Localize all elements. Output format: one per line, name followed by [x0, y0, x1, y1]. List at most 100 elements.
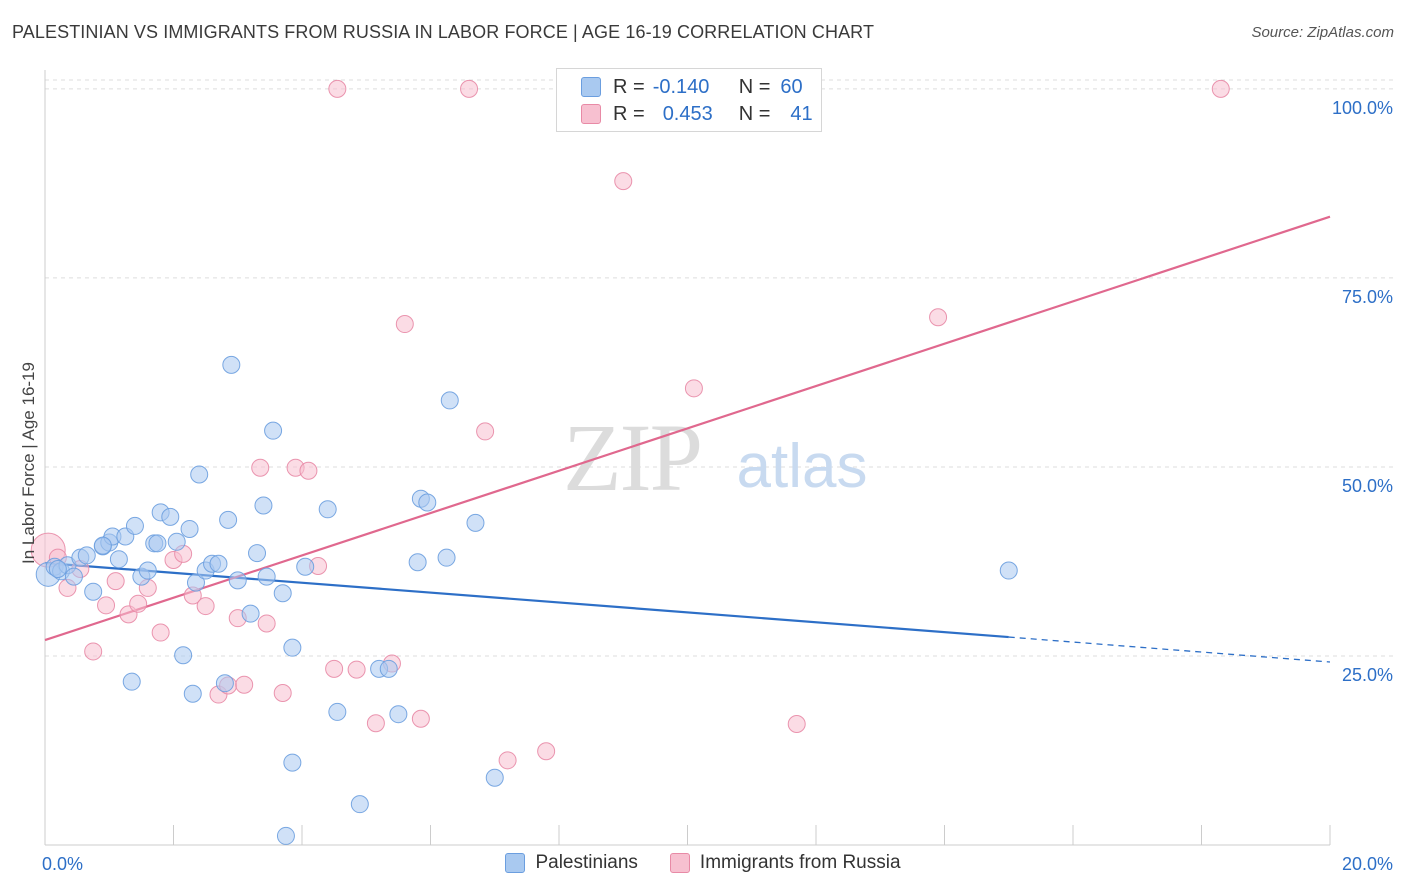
point-palestinians	[64, 567, 83, 586]
series-legend: Palestinians Immigrants from Russia	[0, 852, 1406, 874]
point-palestinians	[174, 646, 193, 665]
point-palestinians	[248, 544, 267, 563]
chart-title: PALESTINIAN VS IMMIGRANTS FROM RUSSIA IN…	[12, 22, 875, 42]
point-palestinians	[999, 561, 1018, 580]
correlation-legend: R = -0.140 N = 60 R = 0.453 N = 41	[556, 68, 822, 132]
point-immigrants-from-russia	[460, 79, 479, 98]
point-immigrants-from-russia	[97, 596, 116, 615]
point-palestinians	[466, 513, 485, 532]
point-palestinians	[93, 536, 112, 555]
point-immigrants-from-russia	[929, 308, 948, 327]
point-palestinians	[273, 584, 292, 603]
point-palestinians	[418, 493, 437, 512]
legend-row-palestinians: R = -0.140 N = 60	[581, 75, 803, 99]
point-immigrants-from-russia	[395, 315, 414, 334]
point-immigrants-from-russia	[84, 642, 103, 661]
x-tick-label: 20.0%	[1342, 854, 1393, 874]
point-immigrants-from-russia	[299, 461, 318, 480]
y-tick-label: 25.0%	[1342, 665, 1393, 685]
point-palestinians	[222, 355, 241, 374]
trend-line-immigrants-from-russia	[44, 215, 1331, 642]
watermark: ZIP atlas	[563, 404, 867, 511]
legend-r-value: -0.140	[652, 75, 710, 98]
watermark-zip: ZIP	[563, 404, 701, 511]
point-palestinians	[77, 546, 96, 565]
trend-extension-palestinians	[1008, 636, 1331, 663]
point-palestinians	[148, 534, 167, 553]
point-immigrants-from-russia	[684, 379, 703, 398]
legend-r-label: R =	[613, 102, 645, 125]
point-palestinians	[209, 554, 228, 573]
point-palestinians	[228, 571, 247, 590]
x-tick-label: 0.0%	[42, 854, 83, 874]
series-swatch-russia	[669, 853, 690, 873]
point-palestinians	[389, 705, 408, 724]
point-immigrants-from-russia	[1211, 79, 1230, 98]
legend-swatch-russia	[581, 104, 601, 124]
point-immigrants-from-russia	[257, 614, 276, 633]
point-palestinians	[122, 672, 141, 691]
point-immigrants-from-russia	[251, 458, 270, 477]
series-legend-palestinians: Palestinians	[505, 852, 638, 874]
point-palestinians	[241, 604, 260, 623]
point-immigrants-from-russia	[411, 709, 430, 728]
point-palestinians	[283, 753, 302, 772]
point-immigrants-from-russia	[196, 597, 215, 616]
series-swatch-palestinians	[505, 853, 526, 873]
y-axis-label: In Labor Force | Age 16-19	[19, 362, 38, 564]
point-palestinians	[437, 548, 456, 567]
point-palestinians	[215, 674, 234, 693]
y-tick-label: 50.0%	[1342, 476, 1393, 496]
point-palestinians	[296, 557, 315, 576]
point-palestinians	[109, 550, 128, 569]
point-palestinians	[183, 684, 202, 703]
legend-row-russia: R = 0.453 N = 41	[581, 102, 813, 126]
point-palestinians	[125, 516, 144, 535]
y-tick-label: 75.0%	[1342, 287, 1393, 307]
point-immigrants-from-russia	[347, 660, 366, 679]
point-palestinians	[283, 638, 302, 657]
point-immigrants-from-russia	[328, 79, 347, 98]
point-immigrants-from-russia	[537, 742, 556, 761]
series-label-russia: Immigrants from Russia	[699, 852, 901, 873]
point-palestinians	[318, 500, 337, 519]
legend-n-value: 60	[780, 75, 803, 98]
point-immigrants-from-russia	[787, 715, 806, 734]
point-palestinians	[180, 519, 199, 538]
point-palestinians	[328, 702, 347, 721]
legend-n-value: 41	[790, 102, 813, 125]
axis-layer: 25.0% 50.0% 75.0% 100.0% 0.0% 20.0%	[42, 70, 1393, 874]
point-palestinians	[48, 560, 67, 579]
point-palestinians	[254, 496, 273, 515]
points-layer	[30, 79, 1230, 845]
point-palestinians	[350, 795, 369, 814]
legend-r-label: R =	[613, 75, 645, 98]
point-palestinians	[257, 567, 276, 586]
series-legend-russia: Immigrants from Russia	[669, 852, 901, 874]
point-palestinians	[440, 391, 459, 410]
y-tick-label: 100.0%	[1332, 98, 1393, 118]
point-immigrants-from-russia	[273, 684, 292, 703]
point-palestinians	[408, 553, 427, 572]
point-immigrants-from-russia	[235, 675, 254, 694]
point-immigrants-from-russia	[366, 714, 385, 733]
point-palestinians	[161, 507, 180, 526]
point-immigrants-from-russia	[498, 751, 517, 770]
point-palestinians	[186, 573, 205, 592]
watermark-atlas: atlas	[737, 432, 868, 501]
point-palestinians	[138, 561, 157, 580]
legend-swatch-palestinians	[581, 77, 601, 97]
point-palestinians	[276, 826, 295, 845]
point-immigrants-from-russia	[129, 594, 148, 613]
point-immigrants-from-russia	[476, 422, 495, 441]
point-palestinians	[264, 421, 283, 440]
point-palestinians	[379, 659, 398, 678]
point-palestinians	[485, 768, 504, 787]
legend-n-label: N =	[738, 75, 771, 98]
point-palestinians	[84, 582, 103, 601]
grid-layer	[45, 79, 1395, 657]
point-immigrants-from-russia	[106, 572, 125, 591]
point-palestinians	[219, 510, 238, 529]
legend-r-value: 0.453	[662, 102, 713, 125]
point-palestinians	[167, 532, 186, 551]
